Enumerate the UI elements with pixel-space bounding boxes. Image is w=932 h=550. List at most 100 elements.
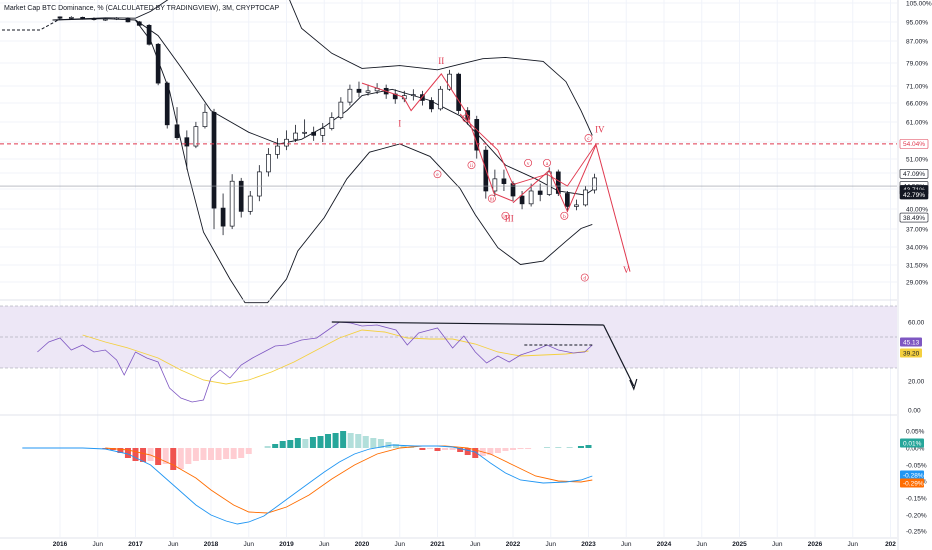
macd-tick-label: -0.25% — [906, 529, 927, 536]
macd-histogram-bar — [185, 448, 192, 464]
rsi-tick-label: 60.00 — [908, 320, 925, 327]
macd-value-badge[interactable]: 0.01% — [900, 438, 924, 448]
macd-badge-text: -0.29% — [903, 480, 924, 487]
price-axis[interactable]: 105.00% 95.00% 87.00% 79.00% 71.00% 66.00% 61.… — [897, 0, 932, 550]
candle-down — [57, 16, 63, 19]
sub-wave-text: i — [465, 116, 467, 122]
candle-down — [356, 88, 362, 93]
candle-up — [275, 145, 280, 155]
candle-up — [247, 195, 253, 212]
rsi-trendline[interactable] — [331, 321, 604, 326]
rsi-value-badge[interactable]: 39.20 — [900, 348, 922, 358]
wave-label-ii: II — [438, 56, 444, 66]
candle-down — [456, 73, 461, 111]
candle-down — [91, 18, 97, 20]
macd-histogram-bar — [215, 448, 222, 460]
candle-up — [256, 171, 262, 197]
macd-histogram-bar — [238, 448, 245, 458]
macd-histogram-bar — [434, 448, 441, 451]
macd-histogram-bar — [577, 446, 584, 448]
macd-histogram-bar — [102, 448, 109, 449]
time-tick-month: Jun — [546, 541, 557, 548]
macd-tick-label: 0.00% — [906, 446, 925, 453]
macd-histogram-bar — [392, 444, 399, 448]
macd-histogram-bar — [177, 448, 184, 469]
rsi-arrow-head — [629, 378, 638, 391]
candle-down — [136, 21, 142, 26]
time-tick-year: 2023 — [581, 541, 596, 548]
macd-line — [22, 444, 593, 525]
time-tick-year: 2019 — [279, 541, 294, 548]
rsi-value-badge[interactable]: 45.13 — [900, 337, 922, 347]
candle-up — [546, 171, 552, 195]
sub-wave-circle — [462, 114, 471, 123]
price-badge-text: 42.79% — [903, 192, 925, 199]
time-tick-month: Jun — [697, 541, 708, 548]
sub-wave-marker-v: v — [524, 158, 533, 167]
candle-up — [583, 189, 588, 206]
sub-wave-marker-c: c — [584, 134, 593, 142]
macd-pane[interactable] — [22, 431, 593, 525]
macd-histogram-bar — [525, 448, 532, 449]
candle-up — [438, 88, 443, 110]
price-tick-label: 61.00% — [906, 120, 928, 127]
macd-tick-label: -0.20% — [906, 513, 927, 520]
candle-down — [164, 82, 170, 126]
time-tick-month: Jun — [93, 541, 104, 548]
sub-wave-text: ii — [470, 163, 474, 169]
macd-histogram-bar — [309, 437, 316, 448]
price-tick-label: 37.00% — [906, 227, 928, 234]
wave-line-subwaves — [459, 113, 597, 187]
candle-up — [102, 18, 108, 21]
macd-value-badge[interactable]: -0.28% — [900, 470, 924, 480]
time-tick-month: Jun — [244, 541, 255, 548]
wave-label-iii: III — [505, 213, 514, 223]
price-tick-label: 29.00% — [906, 280, 928, 287]
price-badge[interactable]: 42.79% — [899, 189, 929, 200]
macd-histogram-bar — [347, 433, 354, 448]
macd-histogram-bar — [170, 448, 177, 470]
macd-histogram-bar — [362, 436, 369, 448]
bollinger-upper-band — [52, 0, 593, 136]
price-badge-text: 54.04% — [903, 141, 925, 148]
price-badge[interactable]: 47.09% — [899, 168, 929, 179]
macd-histogram-bar — [419, 448, 426, 450]
candle-down — [220, 207, 226, 227]
price-tick-label: 34.00% — [906, 245, 928, 252]
macd-tick-label: -0.15% — [906, 496, 927, 503]
candle-up — [68, 16, 74, 19]
candle-down — [510, 183, 516, 197]
rsi-tick-label: 20.00 — [908, 379, 925, 386]
wave-label-v: V — [623, 265, 630, 275]
candle-up — [592, 177, 597, 191]
macd-value-badge[interactable]: -0.29% — [900, 478, 924, 488]
sub-wave-text: iv — [503, 214, 508, 220]
rsi-arrow-line — [603, 324, 635, 387]
candle-down — [519, 195, 525, 205]
macd-histogram-bar — [426, 448, 433, 449]
price-tick-label: 66.00% — [906, 101, 928, 108]
macd-badge-text: 0.01% — [903, 440, 922, 447]
rsi-pane[interactable] — [0, 299, 897, 416]
price-tick-label: 40.00% — [906, 207, 928, 214]
macd-histogram-bar — [472, 448, 479, 458]
macd-histogram-bar — [370, 438, 377, 448]
macd-histogram-bar — [355, 434, 362, 448]
macd-histogram-bar — [192, 448, 199, 461]
price-badge[interactable]: 54.04% — [899, 139, 929, 149]
macd-tick-label: 0.05% — [906, 429, 925, 436]
candle-up — [410, 94, 416, 96]
time-tick-year: 2022 — [506, 541, 521, 548]
time-tick-year: 2020 — [355, 541, 370, 548]
candle-up — [302, 131, 307, 134]
time-tick-year: 2018 — [204, 541, 219, 548]
sub-wave-marker-iv: iv — [501, 211, 510, 220]
time-axis[interactable]: 2016 Jun 2017 Jun 2018 Jun 2019 Jun 2020 Jun 2021 J… — [0, 537, 897, 548]
rsi-badge-bg — [900, 337, 922, 347]
price-badge[interactable]: 38.49% — [899, 212, 929, 223]
candle-down — [211, 111, 217, 209]
macd-histogram-bar — [245, 448, 252, 454]
sub-wave-circle — [433, 170, 442, 179]
